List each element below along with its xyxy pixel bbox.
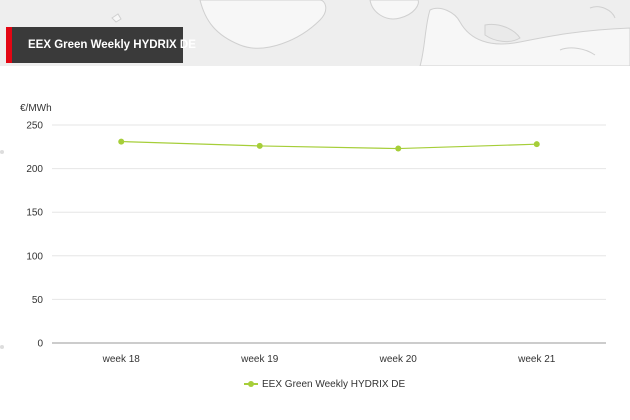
legend-series-marker — [244, 381, 258, 387]
y-tick-label: 0 — [37, 339, 43, 350]
map-background: EEX Green Weekly HYDRIX DE — [0, 0, 630, 66]
y-tick-label: 150 — [26, 208, 43, 219]
x-tick-label: week 21 — [517, 354, 556, 365]
y-axis-ticks: 0 50 100 150 200 250 — [26, 121, 43, 350]
x-axis-ticks: week 18 week 19 week 20 week 21 — [102, 354, 556, 365]
y-tick-label: 200 — [26, 164, 43, 175]
series-line — [121, 140, 537, 150]
legend-series-dot — [248, 381, 254, 387]
data-point — [256, 142, 263, 149]
data-point — [395, 145, 402, 152]
chart-title-bar: EEX Green Weekly HYDRIX DE — [6, 27, 196, 63]
legend-series-label: EEX Green Weekly HYDRIX DE — [262, 378, 406, 390]
y-tick-label: 100 — [26, 251, 43, 262]
y-axis-unit-label: €/MWh — [20, 103, 52, 114]
data-point — [533, 141, 540, 148]
data-point — [118, 138, 125, 145]
y-tick-label: 50 — [32, 295, 44, 306]
x-tick-label: week 18 — [102, 354, 141, 365]
chart-title: EEX Green Weekly HYDRIX DE — [28, 39, 196, 51]
x-tick-label: week 19 — [240, 354, 279, 365]
x-tick-label: week 20 — [379, 354, 418, 365]
gridlines — [52, 124, 606, 344]
series-layer — [118, 138, 540, 152]
legend[interactable]: EEX Green Weekly HYDRIX DE — [244, 377, 405, 391]
y-tick-label: 250 — [26, 121, 43, 132]
map-outline-graphic — [111, 0, 630, 66]
map-edge-fragment — [0, 150, 4, 154]
map-edge-fragment — [0, 345, 4, 349]
